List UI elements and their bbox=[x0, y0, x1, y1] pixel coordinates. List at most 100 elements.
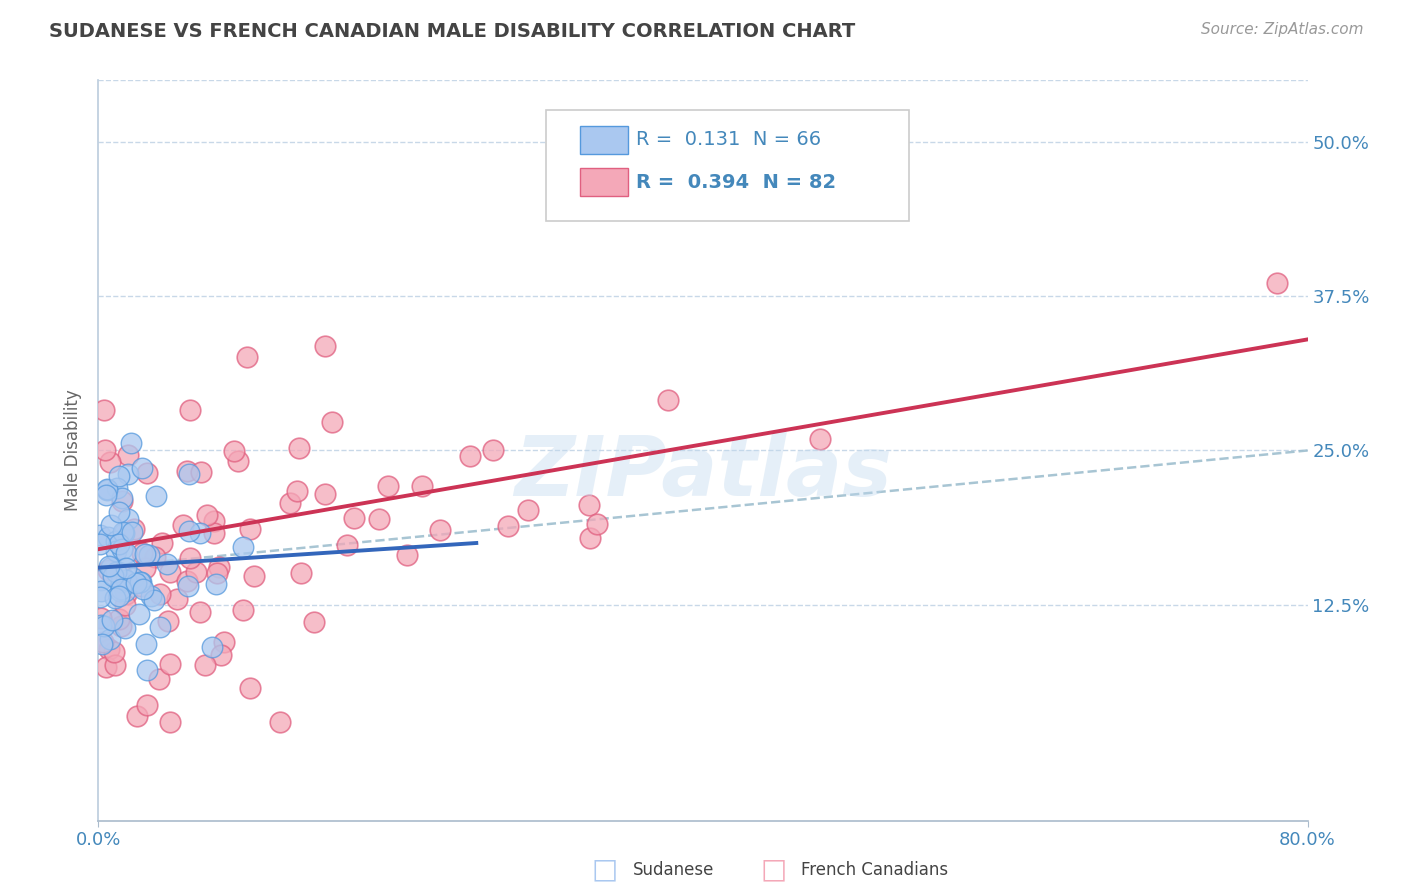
Point bbox=[96, 660, 118, 674]
Point bbox=[108, 589, 131, 603]
Point bbox=[131, 546, 153, 560]
Point bbox=[89, 590, 111, 604]
Point bbox=[228, 453, 250, 467]
Point bbox=[239, 522, 262, 536]
Point bbox=[149, 587, 172, 601]
Point bbox=[97, 563, 120, 577]
Point bbox=[89, 527, 111, 541]
Point bbox=[111, 493, 134, 508]
Point bbox=[96, 482, 118, 496]
Point bbox=[285, 483, 308, 498]
Point bbox=[194, 657, 217, 672]
Point bbox=[89, 537, 111, 551]
Point bbox=[150, 536, 173, 550]
Point bbox=[91, 635, 114, 649]
Point bbox=[302, 615, 325, 629]
Point bbox=[110, 582, 132, 597]
Point bbox=[90, 584, 112, 599]
Point bbox=[108, 468, 131, 483]
Point bbox=[482, 442, 505, 457]
Point bbox=[132, 582, 155, 596]
Point bbox=[458, 449, 481, 463]
Point bbox=[411, 479, 433, 493]
Text: Source: ZipAtlas.com: Source: ZipAtlas.com bbox=[1201, 22, 1364, 37]
Text: Sudanese: Sudanese bbox=[633, 861, 714, 879]
Point bbox=[145, 489, 167, 503]
Point bbox=[125, 575, 148, 590]
Point bbox=[115, 573, 138, 587]
Point bbox=[496, 519, 519, 533]
Point bbox=[115, 545, 138, 559]
Text: R =  0.394  N = 82: R = 0.394 N = 82 bbox=[637, 173, 837, 192]
Point bbox=[377, 478, 399, 492]
Point bbox=[120, 435, 142, 450]
Point bbox=[101, 613, 124, 627]
Point bbox=[117, 448, 139, 462]
Point bbox=[176, 464, 198, 478]
Point bbox=[314, 486, 336, 500]
Point bbox=[107, 612, 129, 626]
Point bbox=[124, 522, 146, 536]
FancyBboxPatch shape bbox=[579, 168, 628, 196]
Point bbox=[236, 350, 259, 364]
Text: SUDANESE VS FRENCH CANADIAN MALE DISABILITY CORRELATION CHART: SUDANESE VS FRENCH CANADIAN MALE DISABIL… bbox=[49, 22, 855, 41]
Point bbox=[121, 525, 143, 540]
Point bbox=[105, 534, 128, 549]
Point bbox=[201, 640, 224, 655]
Point bbox=[93, 443, 115, 458]
Point bbox=[188, 605, 211, 619]
Point bbox=[368, 512, 391, 526]
Point bbox=[578, 531, 600, 545]
Point bbox=[90, 611, 112, 625]
Point bbox=[177, 579, 200, 593]
Point bbox=[122, 571, 145, 585]
Point bbox=[127, 709, 149, 723]
Point bbox=[117, 512, 139, 526]
Point bbox=[94, 488, 117, 502]
Point bbox=[111, 491, 134, 505]
Point bbox=[104, 544, 127, 558]
Point bbox=[110, 584, 132, 599]
Point bbox=[139, 589, 162, 603]
Point bbox=[184, 566, 207, 580]
Point bbox=[136, 466, 159, 480]
Point bbox=[131, 461, 153, 475]
Point bbox=[288, 441, 311, 455]
Point bbox=[98, 632, 121, 647]
Point bbox=[134, 548, 156, 562]
Point bbox=[202, 526, 225, 541]
Point bbox=[114, 598, 136, 612]
Point bbox=[142, 593, 165, 607]
Point bbox=[111, 525, 134, 540]
Point bbox=[585, 516, 607, 531]
Point bbox=[107, 505, 129, 519]
Point bbox=[93, 402, 115, 417]
Point bbox=[232, 540, 254, 554]
Point bbox=[90, 574, 112, 588]
Point bbox=[97, 559, 120, 574]
Point bbox=[188, 526, 211, 541]
Point bbox=[110, 618, 132, 632]
Point bbox=[100, 559, 122, 574]
Point bbox=[112, 525, 135, 540]
Point bbox=[104, 657, 127, 672]
Point bbox=[103, 644, 125, 658]
Point bbox=[129, 579, 152, 593]
Point bbox=[90, 617, 112, 632]
Point bbox=[214, 634, 236, 648]
Point bbox=[156, 557, 179, 571]
Point bbox=[269, 714, 291, 729]
Point bbox=[104, 591, 127, 606]
Point bbox=[114, 621, 136, 635]
Text: R =  0.131  N = 66: R = 0.131 N = 66 bbox=[637, 130, 821, 149]
Point bbox=[177, 524, 200, 538]
Point bbox=[100, 517, 122, 532]
Point bbox=[129, 575, 152, 590]
Point bbox=[136, 663, 159, 677]
Point bbox=[115, 587, 138, 601]
Point bbox=[808, 432, 831, 446]
Point bbox=[195, 508, 218, 522]
Point bbox=[578, 498, 600, 512]
FancyBboxPatch shape bbox=[579, 126, 628, 154]
Point bbox=[159, 657, 181, 672]
